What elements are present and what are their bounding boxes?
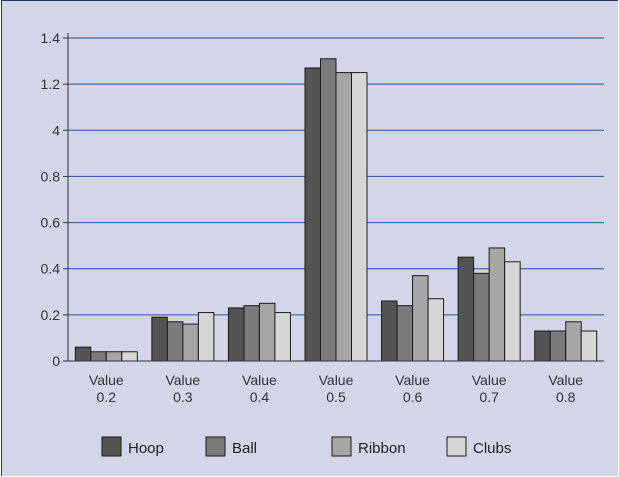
bar	[274, 312, 291, 362]
y-tick-label: 0.4	[41, 261, 61, 277]
y-tick-label: 4	[52, 122, 60, 138]
x-category-label: Value 0.3	[165, 372, 200, 405]
x-category-label: Value 0.4	[242, 372, 277, 405]
bar	[457, 256, 475, 362]
bar	[151, 316, 168, 362]
y-tick-label: 0.6	[41, 215, 61, 231]
bar	[105, 351, 123, 362]
bar	[351, 72, 368, 362]
x-category-label: Value 0.6	[395, 372, 430, 405]
bar	[121, 351, 138, 362]
legend-swatch	[101, 436, 122, 457]
bar	[473, 272, 490, 362]
bar	[243, 305, 260, 362]
bar	[197, 312, 215, 362]
legend-swatch	[205, 436, 226, 457]
y-tick-label: 1.4	[41, 30, 61, 46]
bar	[90, 351, 107, 362]
bar	[412, 275, 429, 362]
bar	[335, 72, 352, 362]
legend-swatch	[331, 436, 352, 457]
x-category-label: Value 0.5	[319, 372, 354, 405]
bar	[565, 321, 582, 362]
axes	[63, 33, 604, 362]
bar	[396, 305, 414, 362]
bar	[258, 302, 276, 362]
bar	[381, 300, 398, 362]
bar	[427, 298, 445, 362]
legend-label: Hoop	[128, 440, 164, 457]
bar	[488, 247, 506, 362]
bar	[166, 321, 184, 362]
legend-swatch	[446, 436, 467, 457]
y-tick-label: 1.2	[41, 76, 61, 92]
legend-label: Ribbon	[358, 440, 406, 457]
y-tick-label: 0.2	[41, 307, 61, 323]
bar	[504, 261, 521, 362]
legend-label: Clubs	[473, 440, 511, 457]
x-category-label: Value 0.8	[548, 372, 583, 405]
x-category-label: Value 0.2	[89, 372, 124, 405]
x-axis-category-labels: Value 0.2 Value 0.3 Value 0.4 Value 0.5 Value 0.6…	[89, 372, 583, 405]
bar	[320, 58, 337, 362]
bar	[182, 323, 199, 362]
bar	[549, 330, 567, 362]
y-tick-label: 0.8	[41, 168, 61, 184]
bar	[534, 330, 551, 362]
bar	[227, 307, 245, 362]
bar	[304, 67, 321, 362]
bar	[74, 346, 92, 362]
legend-label: Ball	[232, 440, 257, 457]
legend: Hoop Ball Ribbon Clubs	[101, 436, 511, 457]
y-axis-tick-labels: 0 0.2 0.4 0.6 0.8 4 1.2 1.4	[41, 30, 61, 369]
x-category-label: Value 0.7	[472, 372, 507, 405]
bars	[74, 58, 598, 362]
y-tick-label: 0	[52, 353, 60, 369]
bar	[580, 330, 598, 362]
